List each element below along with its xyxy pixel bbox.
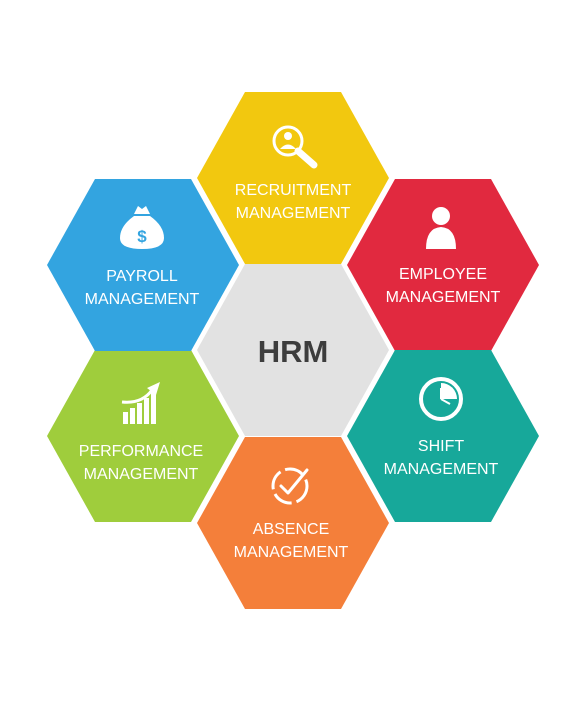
absence-label-line2: MANAGEMENT xyxy=(234,544,349,561)
hexagon-absence: ABSENCE MANAGEMENT xyxy=(197,437,389,609)
hexagon-employee-shape xyxy=(347,179,539,351)
growth-chart-icon xyxy=(121,382,160,424)
hexagon-payroll: $ PAYROLL MANAGEMENT xyxy=(47,179,239,351)
hexagon-recruitment: RECRUITMENT MANAGEMENT xyxy=(197,92,389,264)
hexagon-recruitment-shape xyxy=(197,92,389,264)
hexagon-center: HRM xyxy=(197,264,389,436)
person-icon xyxy=(426,207,456,249)
magnifier-person-icon xyxy=(272,125,318,169)
hexagon-payroll-shape xyxy=(47,179,239,351)
hexagon-performance-shape xyxy=(47,350,239,522)
hexagon-shift-shape xyxy=(347,350,539,522)
hexagon-center-shape xyxy=(197,264,389,436)
clock-icon xyxy=(419,377,463,421)
svg-text:$: $ xyxy=(137,227,147,246)
payroll-label-line2: MANAGEMENT xyxy=(85,291,200,308)
center-label: HRM xyxy=(258,334,329,369)
hexagon-performance: PERFORMANCE MANAGEMENT xyxy=(47,350,239,522)
hexagon-employee: EMPLOYEE MANAGEMENT xyxy=(347,179,539,351)
shift-label-line2: MANAGEMENT xyxy=(384,461,499,478)
shift-label-line1: SHIFT xyxy=(418,438,464,455)
hexagon-absence-shape xyxy=(197,437,389,609)
performance-label-line1: PERFORMANCE xyxy=(79,443,203,460)
clock-check-icon xyxy=(271,467,309,505)
recruitment-label-line2: MANAGEMENT xyxy=(236,205,351,222)
payroll-label-line1: PAYROLL xyxy=(106,268,178,285)
absence-label-line1: ABSENCE xyxy=(253,521,329,538)
employee-label-line2: MANAGEMENT xyxy=(386,289,501,306)
performance-label-line2: MANAGEMENT xyxy=(84,466,199,483)
recruitment-label-line1: RECRUITMENT xyxy=(235,182,352,199)
hexagon-shift: SHIFT MANAGEMENT xyxy=(347,350,539,522)
employee-label-line1: EMPLOYEE xyxy=(399,266,487,283)
money-bag-icon: $ xyxy=(120,206,164,249)
